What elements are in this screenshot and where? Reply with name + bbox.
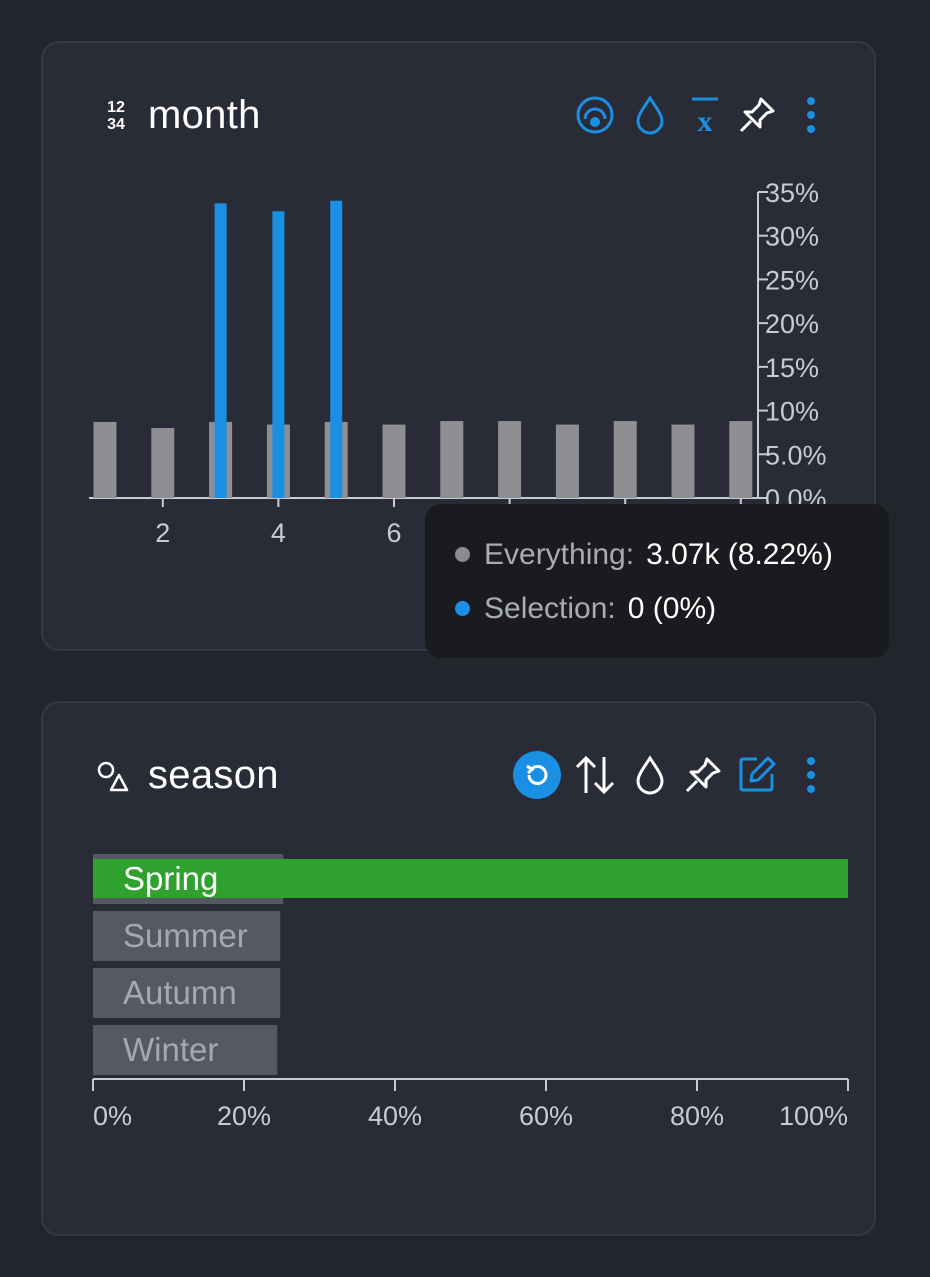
y-tick-label: 35% — [765, 178, 819, 208]
everything-bar — [613, 421, 637, 498]
x-tick-label: 60% — [519, 1101, 573, 1131]
selection-bar — [93, 859, 848, 898]
svg-text:x: x — [698, 105, 713, 135]
x-tick-label: 2 — [155, 518, 170, 548]
everything-bar — [93, 421, 117, 498]
selection-bar — [272, 211, 285, 498]
sort-icon[interactable] — [574, 753, 616, 797]
everything-bar — [93, 1025, 278, 1075]
y-tick-label: 15% — [765, 353, 819, 383]
everything-bar — [555, 424, 579, 498]
category-label: Winter — [123, 1031, 218, 1068]
type-icon-digits-bottom: 34 — [107, 116, 125, 133]
selection-bar — [330, 200, 343, 498]
hover-tooltip: Everything: 3.07k (8.22%) Selection: 0 (0%… — [425, 504, 889, 658]
everything-bar — [382, 424, 406, 498]
category-label: Summer — [123, 917, 248, 954]
more-vertical-icon[interactable] — [801, 95, 821, 135]
x-tick-label: 20% — [217, 1101, 271, 1131]
edit-icon[interactable] — [737, 754, 777, 794]
category-label: Autumn — [123, 974, 237, 1011]
month-histogram[interactable]: 2 4 60.0%5.0%10%15%20%25%30%35% — [43, 43, 874, 649]
categorical-shapes-icon — [97, 761, 129, 792]
y-tick-label: 25% — [765, 265, 819, 295]
y-tick-label: 30% — [765, 222, 819, 252]
everything-bar — [671, 424, 695, 498]
type-icon-digits-top: 12 — [107, 99, 125, 116]
everything-label: Everything: — [484, 538, 635, 571]
everything-bar — [93, 968, 281, 1018]
selection-dot — [455, 600, 470, 616]
category-label: Spring — [123, 860, 218, 897]
everything-bar — [729, 421, 753, 498]
selection-bar — [214, 203, 227, 498]
card-title: month — [148, 93, 261, 137]
y-tick-label: 5.0% — [765, 440, 827, 470]
filter-circle-icon[interactable] — [575, 95, 615, 135]
tooltip-everything-row: Everything: 3.07k (8.22%) — [455, 538, 833, 572]
season-card: season Spring Summer Autumn Winter 0% 20% 40% 6… — [41, 701, 876, 1236]
reset-icon[interactable] — [513, 751, 561, 799]
y-tick-label: 20% — [765, 309, 819, 339]
x-tick-label: 40% — [368, 1101, 422, 1131]
more-vertical-icon[interactable] — [801, 755, 821, 795]
everything-bar — [93, 911, 281, 961]
everything-bar — [440, 421, 464, 498]
card-title: season — [148, 753, 279, 797]
tooltip-selection-row: Selection: 0 (0%) — [455, 592, 716, 626]
droplet-icon[interactable] — [633, 95, 667, 135]
x-bar-mean-icon[interactable]: x — [689, 95, 721, 135]
everything-bar — [151, 428, 175, 498]
everything-value: 3.07k (8.22%) — [646, 538, 833, 571]
pin-icon[interactable] — [683, 755, 723, 795]
season-bar-chart[interactable]: Spring Summer Autumn Winter 0% 20% 40% 60% 80% 10… — [43, 703, 874, 1234]
droplet-icon[interactable] — [633, 755, 667, 795]
x-tick-label: 6 — [386, 518, 401, 548]
pin-icon[interactable] — [737, 95, 777, 135]
x-tick-label: 4 — [271, 518, 286, 548]
y-tick-label: 10% — [765, 397, 819, 427]
selection-value: 0 (0%) — [627, 592, 717, 625]
x-tick-label: 80% — [670, 1101, 724, 1131]
everything-bar — [498, 421, 522, 498]
x-tick-label: 0% — [93, 1101, 132, 1131]
x-tick-label: 100% — [779, 1101, 848, 1131]
everything-dot — [455, 546, 470, 562]
selection-label: Selection: — [484, 592, 616, 625]
numeric-type-icon: 12 34 — [101, 99, 131, 139]
